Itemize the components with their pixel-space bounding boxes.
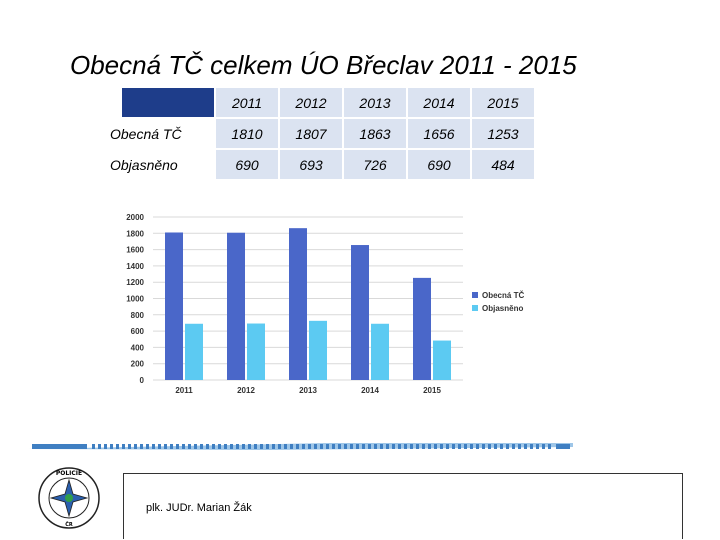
svg-text:POLICIE: POLICIE — [56, 470, 82, 477]
y-tick-label: 1000 — [126, 295, 144, 304]
table-corner-cell — [122, 88, 215, 119]
table-row: Objasněno 690 693 726 690 484 — [110, 149, 534, 181]
table-cell: 693 — [278, 149, 343, 181]
row-label: Objasněno — [110, 149, 215, 181]
table-cell: 690 — [406, 149, 471, 181]
y-tick-label: 200 — [131, 360, 145, 369]
y-tick-label: 400 — [131, 343, 145, 352]
x-tick-label: 2011 — [175, 386, 193, 395]
bar-objasneno — [433, 340, 451, 380]
table-cell: 1807 — [278, 118, 343, 150]
y-tick-label: 800 — [131, 311, 145, 320]
bar-objasneno — [185, 323, 203, 380]
table-cell: 1656 — [406, 118, 471, 150]
footer-frame — [123, 473, 683, 539]
bar-objasneno — [309, 320, 327, 380]
legend-swatch — [472, 292, 478, 298]
data-table: 2011 2012 2013 2014 2015 Obecná TČ 1810 … — [110, 88, 534, 181]
table-cell: 1810 — [214, 118, 279, 150]
table-row: Obecná TČ 1810 1807 1863 1656 1253 — [110, 118, 534, 150]
svg-text:ČR: ČR — [65, 521, 73, 528]
y-tick-label: 2000 — [126, 213, 144, 222]
bar-obecna-tc — [289, 228, 307, 380]
table-cell: 690 — [214, 149, 279, 181]
table-header-cell: 2015 — [470, 88, 534, 119]
page-title: Obecná TČ celkem ÚO Břeclav 2011 - 2015 — [70, 50, 577, 80]
y-tick-label: 1400 — [126, 262, 144, 271]
legend-swatch — [472, 305, 478, 311]
y-tick-label: 600 — [131, 327, 145, 336]
police-seal-logo: POLICIE ČR — [38, 467, 100, 529]
author-name: plk. JUDr. Marian Žák — [146, 502, 252, 514]
y-tick-label: 1200 — [126, 278, 144, 287]
table-cell: 1863 — [342, 118, 407, 150]
y-tick-label: 0 — [140, 376, 145, 385]
x-tick-label: 2012 — [237, 386, 255, 395]
bar-obecna-tc — [413, 277, 431, 380]
table-header-cell: 2011 — [214, 88, 279, 119]
bar-obecna-tc — [165, 232, 183, 380]
decorative-stripe — [28, 443, 573, 450]
x-tick-label: 2013 — [299, 386, 317, 395]
y-tick-label: 1600 — [126, 246, 144, 255]
legend-label: Objasněno — [482, 304, 523, 313]
bar-objasneno — [247, 323, 265, 380]
table-cell: 726 — [342, 149, 407, 181]
bar-obecna-tc — [351, 245, 369, 380]
bar-objasneno — [371, 323, 389, 380]
table-header-row: 2011 2012 2013 2014 2015 — [122, 88, 534, 119]
legend-label: Obecná TČ — [482, 291, 524, 300]
table-cell: 1253 — [470, 118, 534, 150]
table-header-cell: 2014 — [406, 88, 471, 119]
x-tick-label: 2014 — [361, 386, 379, 395]
table-header-cell: 2013 — [342, 88, 407, 119]
x-tick-label: 2015 — [423, 386, 441, 395]
y-tick-label: 1800 — [126, 229, 144, 238]
table-header-cell: 2012 — [278, 88, 343, 119]
row-label: Obecná TČ — [110, 118, 215, 150]
table-cell: 484 — [470, 149, 534, 181]
bar-obecna-tc — [227, 232, 245, 380]
